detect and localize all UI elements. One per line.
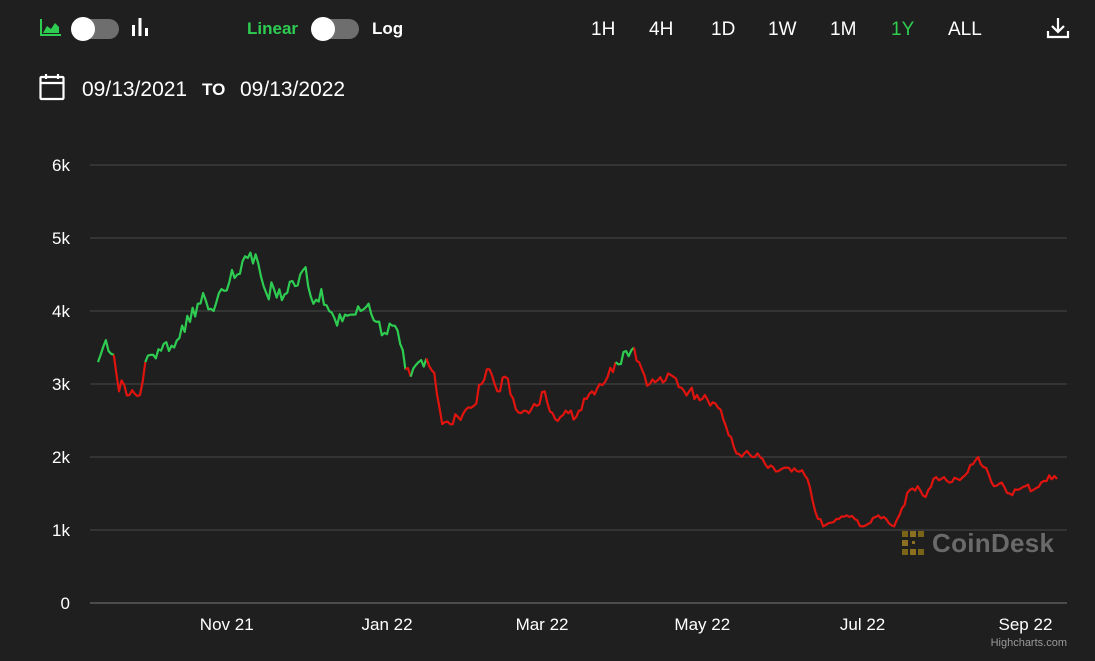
chart-style-toggle-knob bbox=[71, 17, 95, 41]
y-tick-label: 1k bbox=[52, 521, 70, 540]
scale-toggle[interactable] bbox=[311, 17, 359, 41]
download-icon[interactable] bbox=[1046, 16, 1070, 45]
price-line-up-segment bbox=[144, 251, 407, 370]
scale-linear-label[interactable]: Linear bbox=[247, 19, 299, 38]
x-tick-label: Mar 22 bbox=[516, 615, 569, 634]
price-line-down-segment bbox=[112, 354, 147, 398]
chart-grid bbox=[90, 164, 1067, 604]
range-1d-button[interactable]: 1D bbox=[711, 19, 736, 40]
range-all-button[interactable]: ALL bbox=[948, 19, 982, 40]
x-tick-label: Sep 22 bbox=[999, 615, 1053, 634]
date-range-picker: 09/13/2021 TO 09/13/2022 bbox=[0, 70, 400, 110]
y-tick-label: 2k bbox=[52, 448, 70, 467]
coindesk-wordmark: CoinDesk bbox=[932, 528, 1055, 558]
chart-toolbar: Linear Log 1H 4H 1D 1W 1M 1Y ALL bbox=[0, 0, 1095, 60]
range-1h-button[interactable]: 1H bbox=[591, 19, 616, 40]
range-1m-button[interactable]: 1M bbox=[830, 19, 857, 40]
coindesk-watermark: CoinDesk bbox=[900, 527, 1060, 561]
highcharts-credit[interactable]: Highcharts.com bbox=[990, 637, 1067, 649]
price-line-down-segment bbox=[404, 367, 412, 378]
area-chart-icon[interactable] bbox=[40, 18, 62, 41]
y-tick-label: 3k bbox=[52, 375, 70, 394]
date-to-field-wrapper[interactable]: 09/13/2022 bbox=[240, 70, 348, 110]
bar-chart-icon[interactable] bbox=[131, 17, 149, 42]
y-tick-label: 0 bbox=[61, 594, 70, 613]
chart-style-toggle[interactable] bbox=[71, 17, 119, 41]
x-axis-labels: Nov 21 Jan 22 Mar 22 May 22 Jul 22 Sep 22 bbox=[200, 615, 1053, 634]
x-tick-label: Nov 21 bbox=[200, 615, 254, 634]
calendar-icon[interactable] bbox=[39, 73, 65, 106]
price-line-up-segment bbox=[614, 346, 635, 366]
coindesk-logo-icon bbox=[902, 531, 924, 555]
scale-toggle-knob bbox=[311, 17, 335, 41]
price-series bbox=[96, 251, 1058, 528]
x-tick-label: May 22 bbox=[674, 615, 730, 634]
y-axis-labels: 0 1k 2k 3k 4k 5k 6k bbox=[52, 156, 70, 613]
y-tick-label: 6k bbox=[52, 156, 70, 175]
price-line-down-segment bbox=[425, 358, 617, 426]
x-tick-label: Jul 22 bbox=[840, 615, 885, 634]
date-to-field[interactable]: 09/13/2022 bbox=[240, 78, 346, 101]
range-4h-button[interactable]: 4H bbox=[649, 19, 674, 40]
date-from-field[interactable]: 09/13/2021 bbox=[82, 78, 188, 101]
y-tick-label: 4k bbox=[52, 302, 70, 321]
range-1w-button[interactable]: 1W bbox=[768, 19, 797, 40]
price-line-up-segment bbox=[96, 339, 115, 363]
scale-log-label[interactable]: Log bbox=[372, 19, 404, 38]
range-1y-button[interactable]: 1Y bbox=[891, 19, 915, 40]
price-line-down-segment bbox=[632, 347, 1058, 528]
x-tick-label: Jan 22 bbox=[361, 615, 412, 634]
date-to-label: TO bbox=[202, 80, 226, 99]
y-tick-label: 5k bbox=[52, 229, 70, 248]
price-line-up-segment bbox=[409, 358, 428, 378]
